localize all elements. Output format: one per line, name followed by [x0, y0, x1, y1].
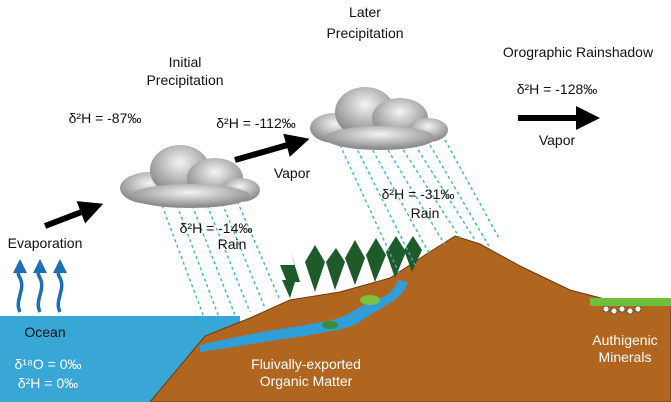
label: Later — [349, 4, 381, 20]
label: Precipitation — [326, 25, 403, 41]
label: Precipitation — [146, 72, 223, 88]
label: Orographic Rainshadow — [503, 44, 654, 60]
evaporation-arrow — [12, 259, 67, 313]
leaf — [322, 321, 338, 329]
label: Authigenic — [592, 332, 657, 348]
mineral-grains — [602, 305, 642, 315]
label: δ²H = -87‰ — [69, 110, 142, 126]
label: Evaporation — [8, 235, 83, 251]
label: Organic Matter — [260, 373, 353, 389]
label: δ²H = -112‰ — [216, 115, 296, 131]
leaf — [360, 295, 380, 305]
label: Initial — [169, 54, 202, 70]
label: Vapor — [274, 165, 311, 181]
label: Vapor — [539, 132, 576, 148]
rain — [159, 139, 501, 321]
trees — [280, 236, 422, 298]
label: δ¹⁸O = 0‰ — [15, 356, 82, 372]
label: Rain — [218, 236, 247, 252]
river — [200, 280, 408, 352]
label: Minerals — [599, 349, 652, 365]
label: δ²H = -128‰ — [517, 81, 598, 97]
grass — [590, 298, 671, 306]
label: Rain — [411, 205, 440, 221]
cloud — [120, 145, 260, 208]
label: Fluivally-exported — [251, 356, 361, 372]
vapor-arrow — [43, 106, 600, 229]
label: δ²H = -14‰ — [180, 220, 253, 236]
label: δ²H = 0‰ — [18, 375, 78, 391]
label: δ²H = -31‰ — [382, 186, 455, 202]
label: Ocean — [24, 324, 65, 340]
cloud — [310, 87, 448, 150]
